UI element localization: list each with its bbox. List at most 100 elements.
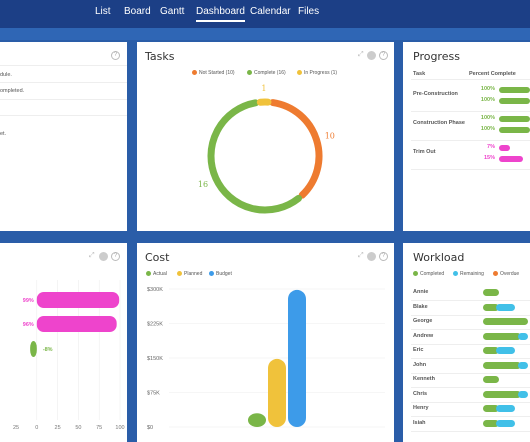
x-tick-label: 50 — [75, 425, 81, 431]
progress-bar[interactable] — [499, 87, 530, 93]
progress-bar[interactable] — [499, 156, 523, 162]
workload-completed-bar[interactable] — [483, 376, 499, 383]
cost-bar[interactable] — [268, 358, 286, 427]
hbar[interactable] — [30, 341, 37, 357]
divider — [411, 401, 530, 403]
hbar-chart: 25 0 25 50 75 100 99% 96% -8% — [13, 280, 125, 431]
divider — [411, 314, 530, 316]
workload-remaining-bar[interactable] — [518, 390, 528, 398]
expand-icon[interactable]: ⤢ — [89, 252, 95, 259]
divider — [411, 343, 530, 345]
legend-label: Budget — [216, 271, 232, 277]
workload-completed-bar[interactable] — [483, 332, 522, 340]
progress-bar[interactable] — [499, 127, 530, 133]
x-tick-label: 25 — [13, 425, 19, 431]
divider — [0, 65, 127, 66]
divider — [0, 82, 127, 83]
nav-dashboard[interactable]: Dashboard — [196, 6, 245, 22]
legend-overdue: Overdue — [493, 271, 519, 277]
hbar-label: -8% — [43, 347, 53, 353]
slice-label: 10 — [325, 131, 335, 140]
hbar-label: 96% — [23, 322, 34, 328]
y-tick-label: $300K — [147, 287, 163, 293]
legend-label: Completed — [420, 271, 445, 277]
nav-list[interactable]: List — [95, 6, 111, 17]
nav-board[interactable]: Board — [124, 6, 151, 17]
donut-slice[interactable] — [269, 99, 323, 199]
workload-completed-bar[interactable] — [483, 303, 499, 311]
legend-label: Not Started (10) — [199, 70, 235, 76]
progress-value-label: 100% — [480, 115, 495, 121]
legend-dot — [192, 70, 197, 76]
workload-remaining-bar[interactable] — [495, 347, 515, 354]
legend-dot — [177, 271, 182, 277]
progress-task-label: Pre-Construction — [413, 91, 458, 97]
workload-name: Andrew — [413, 332, 434, 339]
text-line-2: ompleted. — [0, 88, 25, 94]
donut-slice[interactable] — [207, 99, 303, 214]
settings-icon[interactable] — [367, 51, 376, 60]
settings-icon[interactable] — [99, 252, 108, 261]
legend-label: Remaining — [460, 271, 484, 277]
nav-gantt[interactable]: Gantt — [160, 6, 185, 17]
workload-card: Workload Completed Remaining Overdue Ann… — [403, 243, 530, 442]
text-line-4: et. — [0, 131, 7, 137]
hbar[interactable] — [36, 292, 120, 308]
legend-label: In Progress (1) — [304, 70, 338, 76]
legend-dot — [247, 70, 252, 76]
progress-value-label: 15% — [483, 155, 495, 161]
cost-bar[interactable] — [288, 289, 306, 427]
y-tick-label: $75K — [147, 391, 160, 397]
workload-name: Annie — [413, 289, 429, 295]
cost-card: Cost ⤢ ? Actual Planned Budget $0 $75K $15… — [137, 243, 394, 442]
progress-bar[interactable] — [499, 116, 530, 122]
x-tick-label: 75 — [96, 425, 102, 431]
help-icon[interactable]: ? — [111, 252, 120, 261]
left-bottom-card: ⤢ ? 25 0 25 50 75 100 99% 96% -8% — [0, 243, 127, 442]
workload-completed-bar[interactable] — [483, 405, 499, 412]
divider — [411, 79, 530, 80]
expand-icon[interactable]: ⤢ — [358, 252, 364, 259]
workload-remaining-bar[interactable] — [518, 361, 528, 369]
help-icon[interactable]: ? — [379, 51, 388, 60]
legend-remaining: Remaining — [453, 271, 484, 277]
progress-bar[interactable] — [499, 145, 511, 151]
cost-title: Cost — [145, 251, 170, 264]
cost-bar[interactable] — [248, 413, 266, 427]
workload-completed-bar[interactable] — [483, 347, 499, 354]
workload-remaining-bar[interactable] — [495, 405, 515, 412]
x-tick-label: 0 — [35, 425, 38, 431]
header-band — [0, 28, 530, 40]
workload-name: Kenneth — [413, 376, 435, 382]
progress-task-label: Construction Phase — [413, 120, 465, 126]
col-task: Task — [413, 71, 426, 77]
workload-completed-bar[interactable] — [483, 318, 528, 325]
expand-icon[interactable]: ⤢ — [358, 51, 364, 58]
nav-calendar[interactable]: Calendar — [250, 6, 291, 17]
divider — [411, 300, 530, 301]
x-tick-label: 100 — [115, 425, 124, 431]
legend-label: Overdue — [500, 271, 520, 277]
hbar[interactable] — [36, 316, 117, 332]
legend-not-started: Not Started (10) — [192, 70, 235, 76]
workload-completed-bar[interactable] — [483, 390, 522, 398]
workload-completed-bar[interactable] — [483, 361, 522, 369]
legend-label: Actual — [153, 271, 167, 277]
help-icon[interactable]: ? — [379, 252, 388, 261]
progress-value-label: 100% — [480, 126, 495, 132]
legend-dot — [413, 271, 418, 277]
nav-files[interactable]: Files — [298, 6, 320, 17]
legend-label: Complete (16) — [254, 70, 286, 76]
help-icon[interactable]: ? — [111, 51, 120, 60]
divider — [0, 99, 127, 100]
legend-planned: Planned — [177, 271, 202, 277]
workload-remaining-bar[interactable] — [495, 303, 515, 311]
workload-completed-bar[interactable] — [483, 289, 499, 296]
workload-remaining-bar[interactable] — [495, 419, 515, 427]
workload-completed-bar[interactable] — [483, 419, 499, 427]
progress-value-label: 100% — [480, 97, 495, 103]
settings-icon[interactable] — [367, 252, 376, 261]
progress-bar[interactable] — [499, 98, 530, 104]
workload-remaining-bar[interactable] — [518, 332, 528, 340]
progress-value-label: 100% — [480, 86, 495, 92]
